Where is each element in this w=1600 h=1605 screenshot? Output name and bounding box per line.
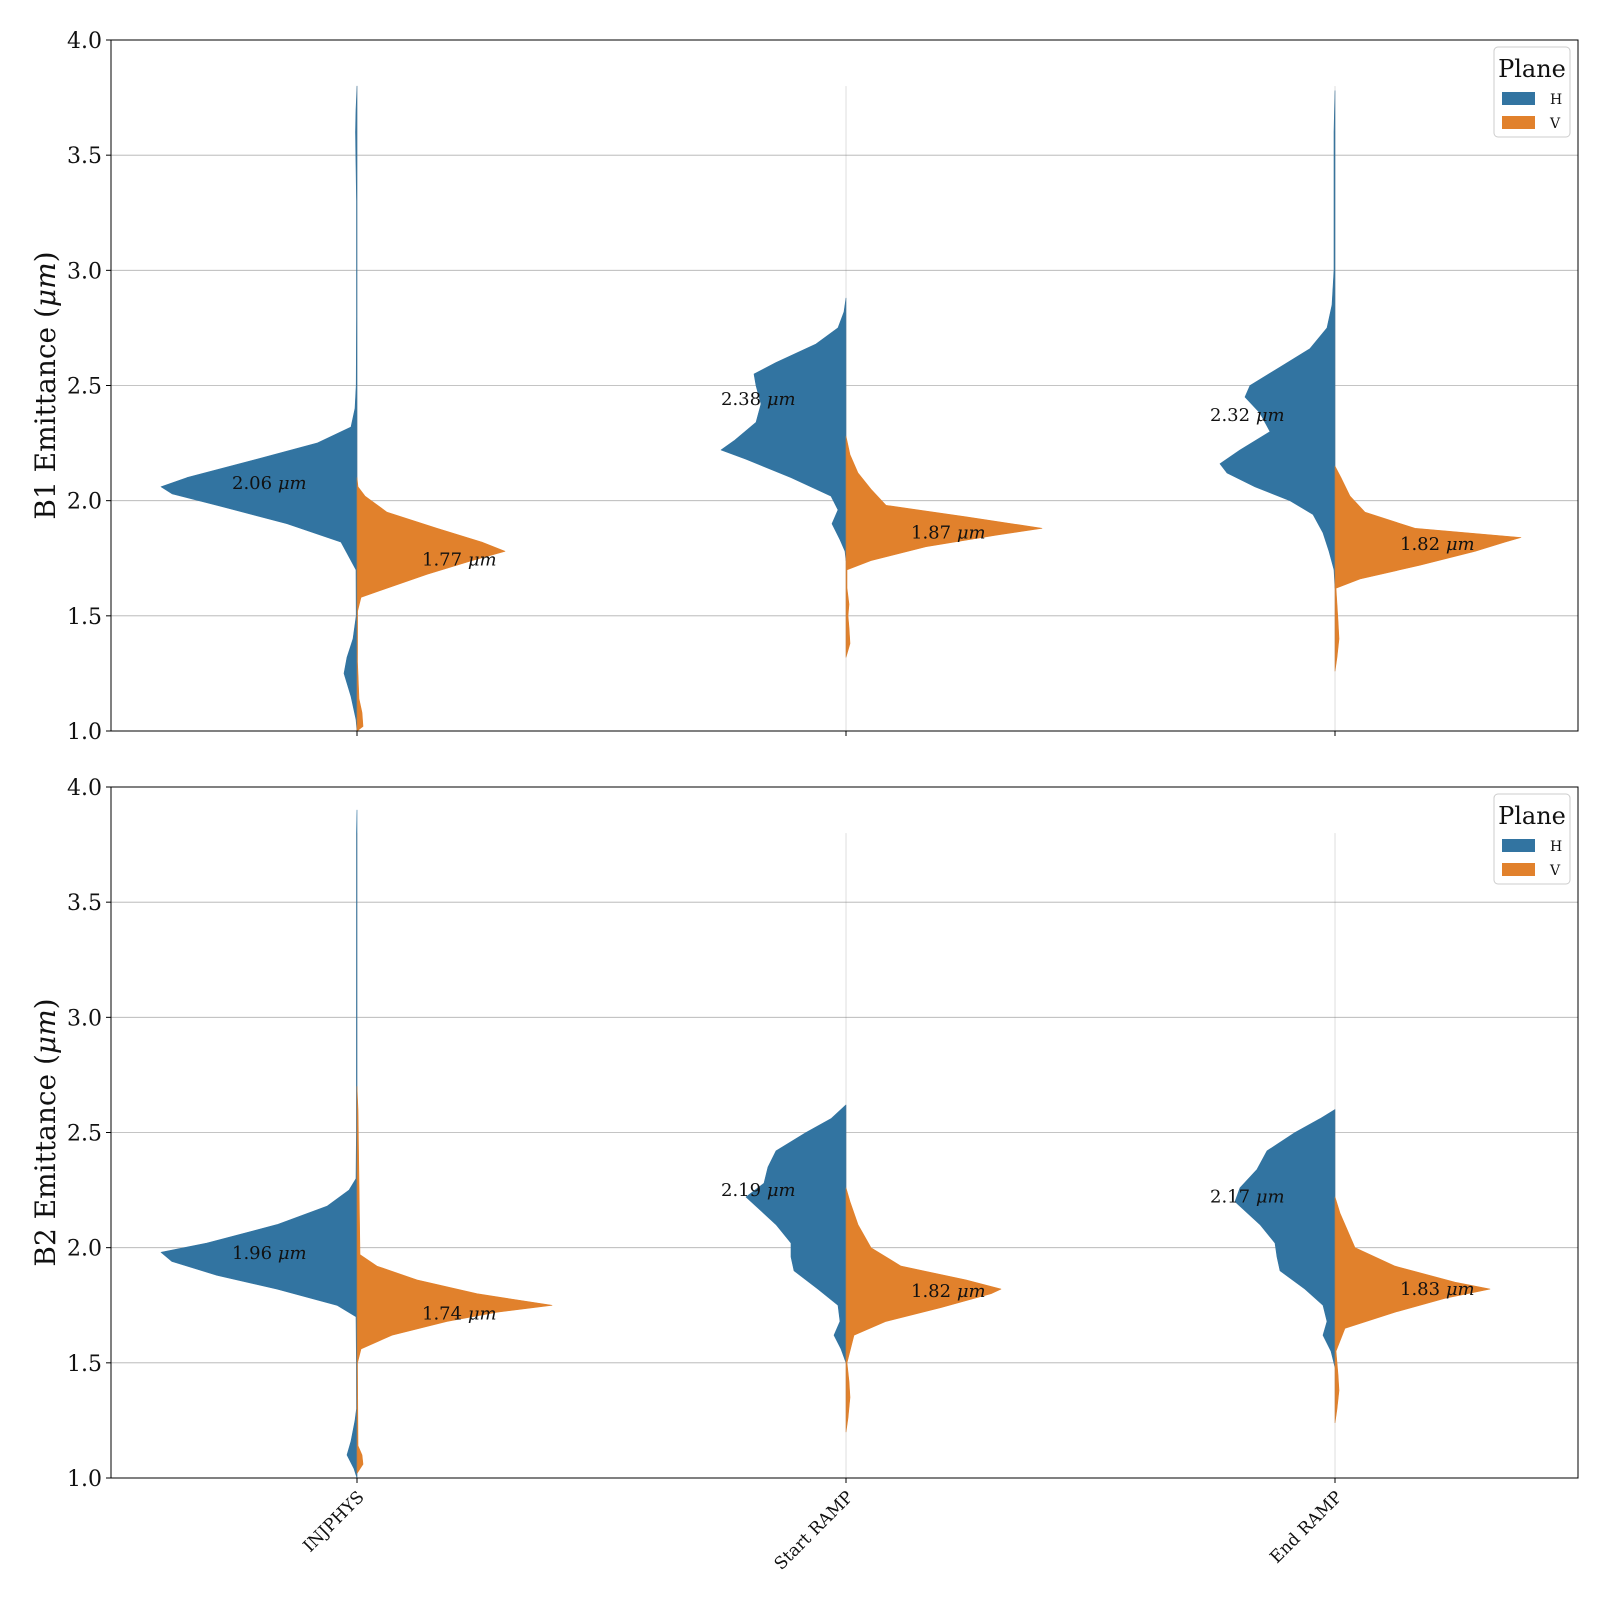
- legend-swatch-h: [1502, 92, 1535, 105]
- median-value: 1.74: [422, 1304, 462, 1325]
- violin-h-2: [745, 1104, 847, 1364]
- legend-entry-v: V: [1549, 116, 1561, 132]
- y-tick-label: 4.0: [67, 29, 102, 54]
- legend-title: Plane: [1498, 55, 1566, 83]
- y-tick-label: 2.5: [67, 375, 102, 400]
- median-value: 1.83: [1400, 1279, 1440, 1300]
- median-label-h-1: 1.96 μm: [232, 1243, 307, 1264]
- y-tick-label: 1.5: [67, 1352, 102, 1377]
- violin-v-1: [356, 477, 506, 732]
- violin-v-2: [845, 435, 1043, 658]
- median-label-h-3: 2.17 μm: [1210, 1187, 1285, 1208]
- x-category-label: INJPHYS: [300, 1487, 369, 1556]
- y-tick-label: 1.5: [67, 605, 102, 630]
- median-label-v-1: 1.77 μm: [422, 550, 497, 571]
- panel-1: 1.01.52.02.53.03.54.02.06 μm2.38 μm2.32 …: [29, 29, 1579, 745]
- median-value: 2.38: [721, 389, 761, 410]
- median-unit: μm: [1256, 1187, 1285, 1208]
- legend-swatch-v: [1502, 863, 1535, 876]
- median-label-v-1: 1.74 μm: [422, 1304, 497, 1325]
- violin-v-3: [1334, 1196, 1491, 1423]
- x-category-label: Start RAMP: [771, 1487, 858, 1574]
- median-label-v-3: 1.82 μm: [1400, 534, 1475, 555]
- violin-v-3: [1334, 465, 1522, 672]
- panel-2: 1.01.52.02.53.03.54.01.96 μm2.19 μm 2.17 …: [29, 776, 1579, 1574]
- y-axis-label: B1 Emittance (μm): [29, 251, 62, 519]
- median-value: 2.06: [232, 473, 272, 494]
- median-value: 2.19: [721, 1180, 761, 1201]
- median-unit: μm: [767, 389, 796, 410]
- plot-frame: [110, 786, 1579, 1479]
- median-label-h-1: 2.06 μm: [232, 473, 307, 494]
- median-value: 2.17: [1210, 1187, 1250, 1208]
- median-value: 1.96: [232, 1243, 272, 1264]
- x-category-label: End RAMP: [1266, 1487, 1346, 1567]
- y-tick-label: 2.0: [67, 1237, 102, 1262]
- median-value: 1.87: [911, 523, 951, 544]
- median-unit: μm: [1256, 405, 1285, 426]
- y-tick-label: 3.5: [67, 144, 102, 169]
- median-value: 1.77: [422, 550, 462, 571]
- legend-title: Plane: [1498, 802, 1566, 830]
- median-value: 1.82: [911, 1281, 951, 1302]
- y-tick-label: 1.0: [67, 720, 102, 745]
- violin-h-1: [160, 85, 358, 732]
- median-label-v-2: 1.82 μm: [911, 1281, 986, 1302]
- violin-h-2: [720, 297, 847, 561]
- median-label-h-3: 2.32 μm: [1210, 405, 1285, 426]
- median-label-h-2: 2.19 μm: [721, 1180, 796, 1201]
- median-unit: μm: [278, 473, 307, 494]
- legend-entry-v: V: [1549, 863, 1561, 879]
- y-tick-label: 3.5: [67, 891, 102, 916]
- legend: Plane HV: [1493, 793, 1571, 885]
- median-value: 1.82: [1400, 534, 1440, 555]
- legend-entry-h: H: [1550, 92, 1562, 108]
- plot-frame: [110, 39, 1579, 732]
- violin-v-2: [845, 1187, 1002, 1433]
- median-unit: μm: [278, 1243, 307, 1264]
- violin-h-3: [1234, 1109, 1336, 1368]
- y-tick-label: 2.0: [67, 490, 102, 515]
- median-unit: μm: [1446, 534, 1475, 555]
- legend-swatch-h: [1502, 839, 1535, 852]
- median-unit: μm: [468, 550, 497, 571]
- median-unit: μm: [957, 523, 986, 544]
- y-tick-label: 3.0: [67, 259, 102, 284]
- legend: Plane HV: [1493, 46, 1571, 138]
- median-unit: μm: [957, 1281, 986, 1302]
- median-unit: μm: [1446, 1279, 1475, 1300]
- median-unit: μm: [767, 1180, 796, 1201]
- median-value: 2.32: [1210, 405, 1250, 426]
- y-tick-label: 4.0: [67, 776, 102, 801]
- legend-swatch-v: [1502, 116, 1535, 129]
- median-label-h-2: 2.38 μm: [721, 389, 796, 410]
- legend-entry-h: H: [1550, 839, 1562, 855]
- y-tick-label: 1.0: [67, 1467, 102, 1492]
- y-tick-label: 2.5: [67, 1122, 102, 1147]
- violin-h-1: [160, 809, 358, 1479]
- violin-h-3: [1219, 90, 1336, 589]
- violin-v-1: [356, 1086, 553, 1474]
- median-label-v-2: 1.87 μm: [911, 523, 986, 544]
- y-axis-label: B2 Emittance (μm): [29, 998, 62, 1266]
- median-label-v-3: 1.83 μm: [1400, 1279, 1475, 1300]
- y-tick-label: 3.0: [67, 1006, 102, 1031]
- median-unit: μm: [468, 1304, 497, 1325]
